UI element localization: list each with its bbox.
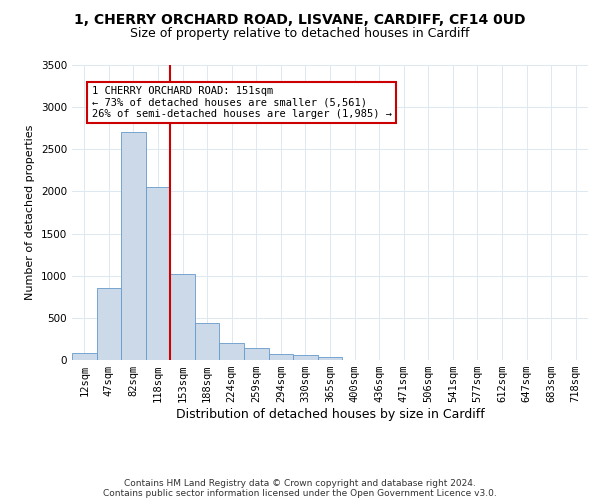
Bar <box>269 354 293 360</box>
Bar <box>195 323 220 360</box>
Text: Contains HM Land Registry data © Crown copyright and database right 2024.: Contains HM Land Registry data © Crown c… <box>124 478 476 488</box>
Bar <box>293 356 318 360</box>
Text: Size of property relative to detached houses in Cardiff: Size of property relative to detached ho… <box>130 28 470 40</box>
Text: 1, CHERRY ORCHARD ROAD, LISVANE, CARDIFF, CF14 0UD: 1, CHERRY ORCHARD ROAD, LISVANE, CARDIFF… <box>74 12 526 26</box>
Bar <box>244 348 269 360</box>
X-axis label: Distribution of detached houses by size in Cardiff: Distribution of detached houses by size … <box>176 408 484 421</box>
Bar <box>170 274 195 360</box>
Text: Contains public sector information licensed under the Open Government Licence v3: Contains public sector information licen… <box>103 488 497 498</box>
Text: 1 CHERRY ORCHARD ROAD: 151sqm
← 73% of detached houses are smaller (5,561)
26% o: 1 CHERRY ORCHARD ROAD: 151sqm ← 73% of d… <box>92 86 392 120</box>
Bar <box>72 354 97 360</box>
Bar <box>318 357 342 360</box>
Bar <box>121 132 146 360</box>
Bar <box>97 288 121 360</box>
Bar <box>146 187 170 360</box>
Bar <box>220 342 244 360</box>
Y-axis label: Number of detached properties: Number of detached properties <box>25 125 35 300</box>
